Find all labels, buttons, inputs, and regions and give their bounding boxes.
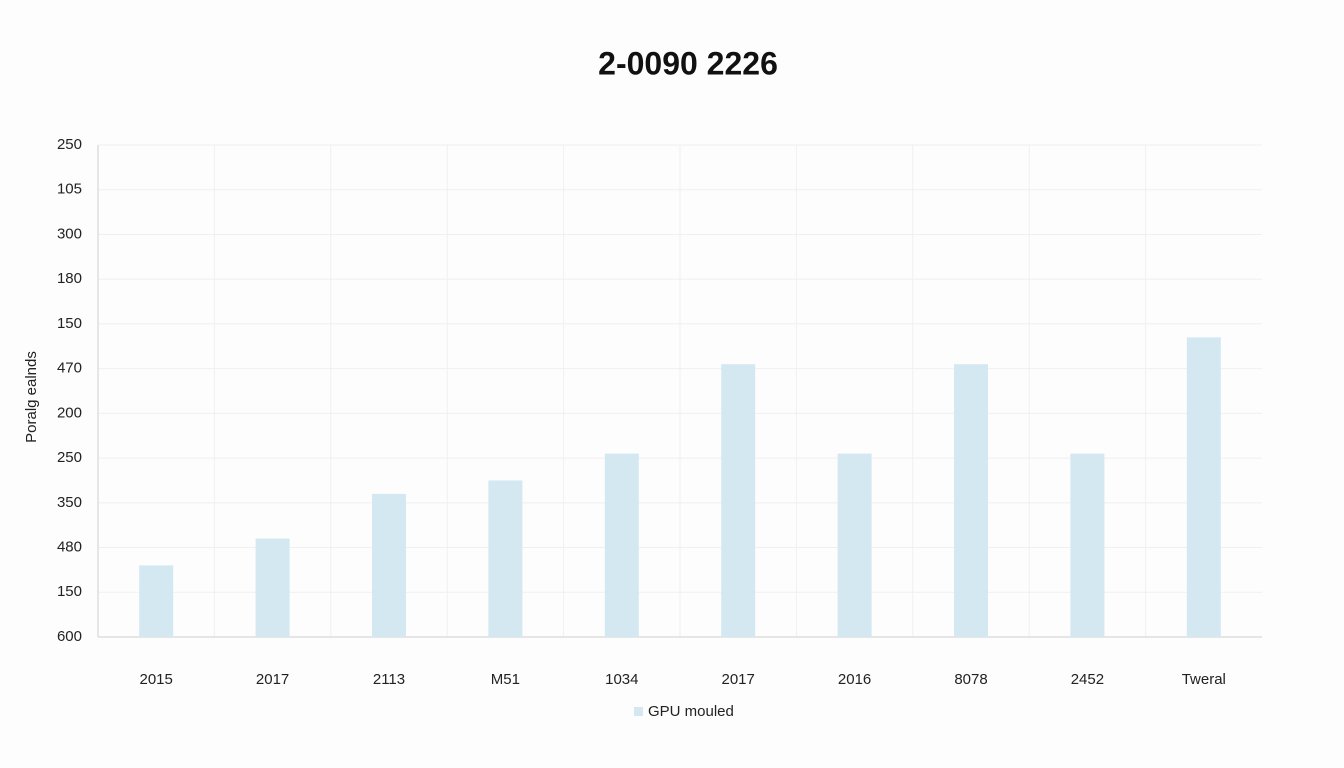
x-tick-label: M51 — [491, 671, 520, 688]
y-tick-label: 470 — [57, 360, 82, 377]
bar — [721, 364, 756, 637]
y-tick-label: 105 — [57, 181, 82, 198]
y-tick-label: 200 — [57, 404, 82, 421]
x-tick-label: 2015 — [140, 671, 173, 688]
bar — [604, 453, 639, 637]
y-axis-label: Poralg ealnds — [23, 351, 40, 443]
x-tick-label: 2016 — [838, 671, 871, 688]
y-tick-label: 300 — [57, 225, 82, 242]
x-tick-label: Tweral — [1182, 671, 1226, 688]
bar — [837, 453, 872, 637]
bar — [139, 565, 174, 637]
x-tick-label: 2113 — [373, 671, 405, 688]
legend-swatch — [634, 707, 643, 716]
x-tick-label: 2017 — [722, 671, 755, 688]
bar — [372, 493, 406, 637]
x-tick-label: 8078 — [954, 671, 987, 688]
y-tick-label: 350 — [57, 494, 82, 511]
y-tick-label: 250 — [57, 449, 82, 466]
y-tick-label: 150 — [57, 315, 82, 332]
bar — [1070, 453, 1105, 637]
chart-title: 2-0090 2226 — [598, 45, 778, 81]
y-tick-label: 480 — [57, 539, 82, 556]
legend-label: GPU mouled — [648, 703, 734, 720]
y-tick-label: 600 — [57, 628, 82, 645]
bar — [954, 364, 988, 637]
x-tick-label: 2017 — [256, 671, 289, 688]
y-tick-label: 150 — [57, 583, 82, 600]
y-tick-label: 180 — [57, 270, 82, 287]
x-tick-label: 1034 — [605, 671, 638, 688]
bar — [488, 480, 523, 637]
bar — [1186, 337, 1221, 637]
bar — [255, 538, 290, 637]
x-tick-label: 2452 — [1071, 671, 1104, 688]
y-tick-label: 250 — [57, 136, 82, 153]
